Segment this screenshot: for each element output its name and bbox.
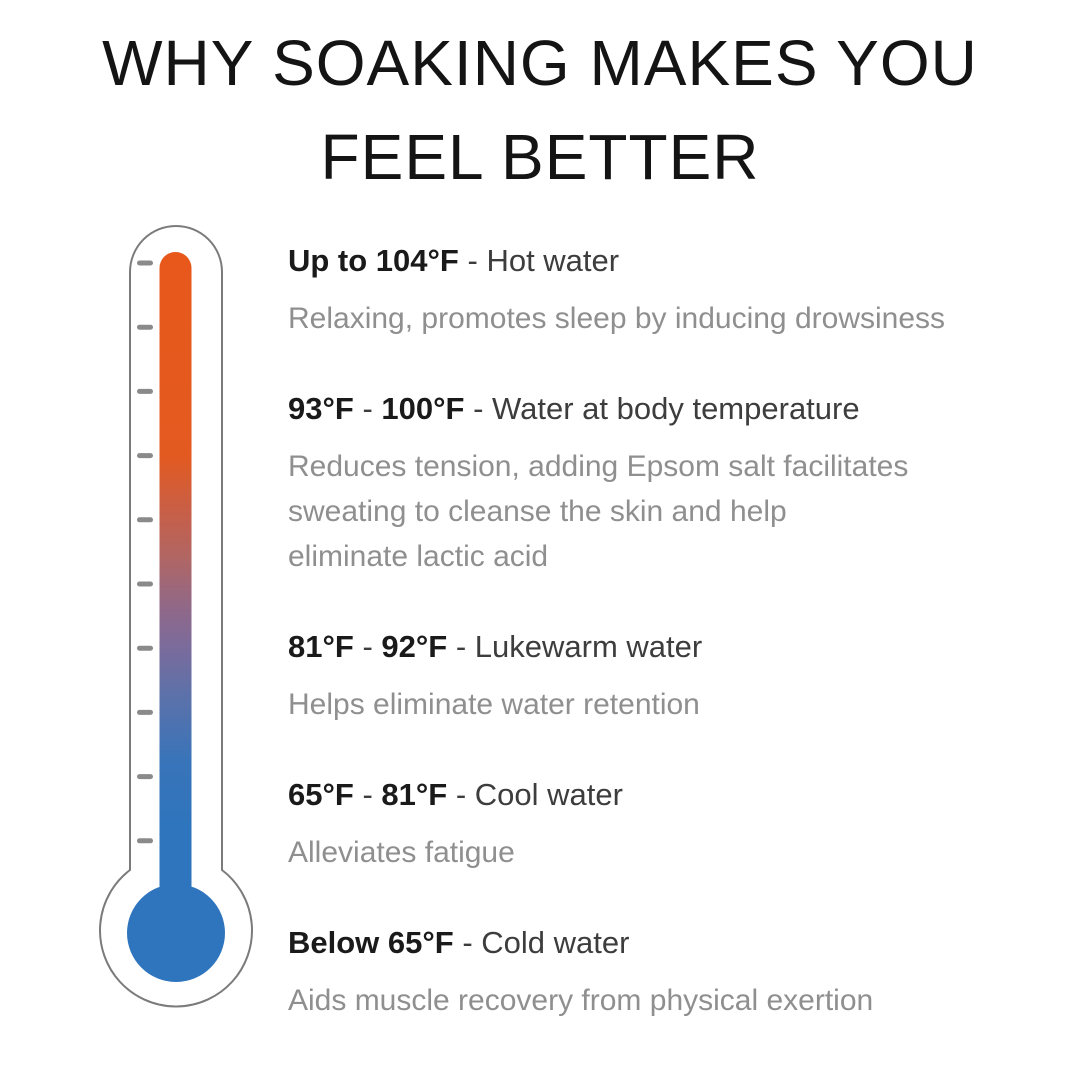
range-separator: -	[353, 629, 382, 664]
sections-list: Up to 104°F - Hot water Relaxing, promot…	[288, 238, 998, 1068]
thermometer-tick	[137, 453, 153, 459]
section-heading: Below 65°F - Cold water	[288, 920, 998, 965]
temperature-range: 81°F	[381, 777, 448, 812]
temperature-range: Below 65°F	[288, 925, 454, 960]
temperature-section: 81°F - 92°F - Lukewarm water Helps elimi…	[288, 624, 998, 727]
temperature-section: 65°F - 81°F - Cool water Alleviates fati…	[288, 772, 998, 875]
section-heading: 81°F - 92°F - Lukewarm water	[288, 624, 998, 669]
section-description: Aids muscle recovery from physical exert…	[288, 978, 998, 1023]
water-type-label: Cool water	[474, 777, 623, 812]
section-description-line: Helps eliminate water retention	[288, 688, 700, 721]
temperature-range: 100°F	[381, 391, 465, 426]
section-description-line: Relaxing, promotes sleep by inducing dro…	[288, 302, 946, 335]
section-description-line: Reduces tension, adding Epsom salt facil…	[288, 450, 909, 483]
range-separator: -	[353, 391, 382, 426]
thermometer-tick	[137, 517, 153, 523]
section-description-line: eliminate lactic acid	[288, 540, 549, 573]
temperature-section: Up to 104°F - Hot water Relaxing, promot…	[288, 238, 998, 341]
section-description: Helps eliminate water retention	[288, 682, 998, 727]
page-title-line-1: WHY SOAKING MAKES YOU	[102, 27, 978, 99]
page-title-line-2: FEEL BETTER	[320, 121, 760, 193]
section-description-line: sweating to cleanse the skin and help	[288, 495, 787, 528]
temperature-range: 93°F	[288, 391, 354, 426]
thermometer-tick	[137, 324, 153, 330]
thermometer-tick	[137, 388, 153, 394]
thermometer-tick	[137, 645, 153, 651]
temperature-section: 93°F - 100°F - Water at body temperature…	[288, 386, 998, 579]
section-description-line: Aids muscle recovery from physical exert…	[288, 984, 874, 1017]
temperature-range: 81°F	[288, 629, 354, 664]
temperature-range: 65°F	[288, 777, 354, 812]
section-heading: Up to 104°F - Hot water	[288, 238, 998, 283]
section-heading: 93°F - 100°F - Water at body temperature	[288, 386, 998, 431]
range-separator: -	[353, 777, 382, 812]
thermometer-ticks	[137, 260, 153, 844]
water-type-label: Hot water	[486, 243, 620, 278]
temperature-range: Up to 104°F	[288, 243, 459, 278]
range-separator: -	[458, 243, 487, 278]
water-type-label: Water at body temperature	[492, 391, 860, 426]
water-type-label: Cold water	[481, 925, 630, 960]
page-title: WHY SOAKING MAKES YOU FEEL BETTER	[0, 16, 1080, 204]
thermometer-tick	[137, 260, 153, 266]
section-description: Reduces tension, adding Epsom salt facil…	[288, 444, 998, 579]
section-description: Alleviates fatigue	[288, 830, 998, 875]
section-description: Relaxing, promotes sleep by inducing dro…	[288, 296, 998, 341]
thermometer-tick	[137, 709, 153, 715]
temperature-section: Below 65°F - Cold water Aids muscle reco…	[288, 920, 998, 1023]
thermometer-bulb	[127, 884, 225, 982]
temperature-range: 92°F	[381, 629, 448, 664]
section-heading: 65°F - 81°F - Cool water	[288, 772, 998, 817]
range-separator: -	[447, 777, 475, 812]
range-separator: -	[453, 925, 482, 960]
range-separator: -	[447, 629, 475, 664]
range-separator: -	[464, 391, 493, 426]
section-description-line: Alleviates fatigue	[288, 836, 515, 869]
thermometer-tick	[137, 838, 153, 844]
thermometer-tick	[137, 581, 153, 587]
thermometer-tube	[159, 252, 192, 905]
water-type-label: Lukewarm water	[474, 629, 703, 664]
thermometer-tick	[137, 774, 153, 780]
